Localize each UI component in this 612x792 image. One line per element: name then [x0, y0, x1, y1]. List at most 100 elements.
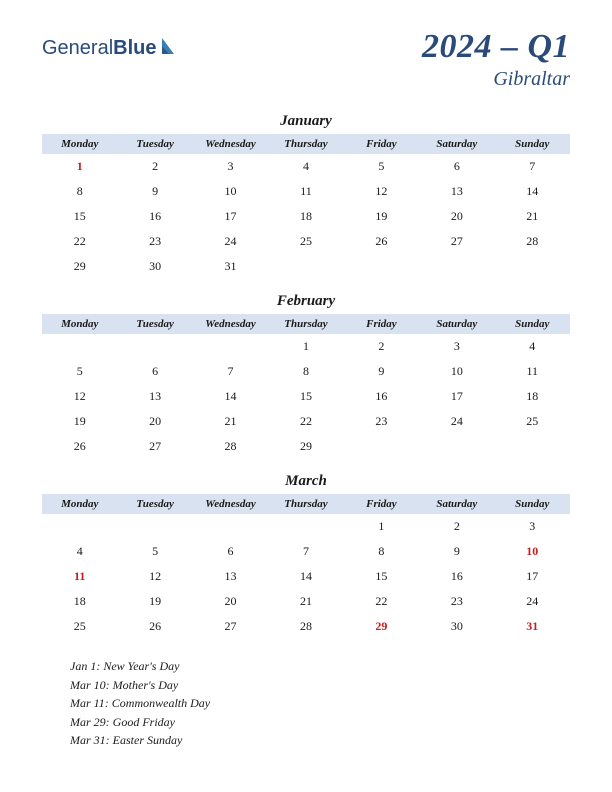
page-subtitle: Gibraltar [422, 68, 570, 91]
day-cell: 22 [42, 229, 117, 254]
day-cell: 20 [117, 409, 192, 434]
table-row: 26272829 [42, 434, 570, 459]
day-header: Sunday [495, 314, 570, 334]
holiday-list: Jan 1: New Year's DayMar 10: Mother's Da… [42, 657, 570, 750]
day-cell: 31 [495, 614, 570, 639]
day-cell: 10 [419, 359, 494, 384]
day-cell: 11 [495, 359, 570, 384]
month-name: February [42, 293, 570, 310]
table-row: 19202122232425 [42, 409, 570, 434]
day-cell: 17 [495, 564, 570, 589]
day-cell: 6 [419, 154, 494, 179]
day-cell: 4 [42, 539, 117, 564]
day-cell: 2 [117, 154, 192, 179]
day-cell: 30 [117, 254, 192, 279]
day-header: Monday [42, 314, 117, 334]
day-header: Friday [344, 494, 419, 514]
day-cell: 31 [193, 254, 268, 279]
day-cell: 15 [42, 204, 117, 229]
day-cell: 5 [344, 154, 419, 179]
day-cell: 6 [193, 539, 268, 564]
calendar-table: MondayTuesdayWednesdayThursdayFridaySatu… [42, 314, 570, 459]
holiday-item: Jan 1: New Year's Day [70, 657, 570, 676]
calendar-table: MondayTuesdayWednesdayThursdayFridaySatu… [42, 494, 570, 639]
day-cell: 16 [344, 384, 419, 409]
day-cell [117, 514, 192, 539]
day-cell: 9 [117, 179, 192, 204]
holiday-item: Mar 11: Commonwealth Day [70, 694, 570, 713]
table-row: 891011121314 [42, 179, 570, 204]
day-header: Sunday [495, 494, 570, 514]
day-header: Tuesday [117, 314, 192, 334]
day-cell: 20 [419, 204, 494, 229]
day-cell: 26 [117, 614, 192, 639]
day-cell [419, 434, 494, 459]
table-row: 25262728293031 [42, 614, 570, 639]
calendar-table: MondayTuesdayWednesdayThursdayFridaySatu… [42, 134, 570, 279]
month-block: February MondayTuesdayWednesdayThursdayFr… [42, 293, 570, 459]
day-cell: 21 [495, 204, 570, 229]
holiday-item: Mar 29: Good Friday [70, 713, 570, 732]
day-header: Tuesday [117, 134, 192, 154]
table-row: 11121314151617 [42, 564, 570, 589]
day-cell: 27 [419, 229, 494, 254]
day-cell: 18 [495, 384, 570, 409]
table-row: 12131415161718 [42, 384, 570, 409]
day-cell [268, 514, 343, 539]
day-cell [117, 334, 192, 359]
table-row: 1234 [42, 334, 570, 359]
day-header: Saturday [419, 494, 494, 514]
day-cell: 17 [193, 204, 268, 229]
day-cell: 10 [495, 539, 570, 564]
day-header: Monday [42, 134, 117, 154]
day-cell: 15 [268, 384, 343, 409]
logo-word-1: General [42, 37, 113, 59]
day-cell: 22 [344, 589, 419, 614]
day-cell: 13 [419, 179, 494, 204]
day-cell: 1 [268, 334, 343, 359]
day-cell: 29 [42, 254, 117, 279]
day-cell: 16 [117, 204, 192, 229]
day-cell: 8 [344, 539, 419, 564]
day-cell: 28 [193, 434, 268, 459]
day-cell: 25 [42, 614, 117, 639]
day-header: Wednesday [193, 134, 268, 154]
day-cell [344, 254, 419, 279]
day-cell: 17 [419, 384, 494, 409]
day-cell [419, 254, 494, 279]
day-cell: 8 [268, 359, 343, 384]
day-cell: 11 [42, 564, 117, 589]
day-cell: 6 [117, 359, 192, 384]
day-cell: 10 [193, 179, 268, 204]
day-cell: 7 [495, 154, 570, 179]
day-cell: 8 [42, 179, 117, 204]
day-cell: 3 [193, 154, 268, 179]
day-cell: 7 [268, 539, 343, 564]
title-block: 2024 – Q1 Gibraltar [422, 28, 570, 91]
day-cell: 29 [268, 434, 343, 459]
day-cell: 5 [117, 539, 192, 564]
calendar-container: JanuaryMondayTuesdayWednesdayThursdayFri… [42, 113, 570, 639]
header: GeneralBlue 2024 – Q1 Gibraltar [42, 28, 570, 91]
day-header: Wednesday [193, 494, 268, 514]
day-cell: 14 [268, 564, 343, 589]
holiday-item: Mar 10: Mother's Day [70, 676, 570, 695]
day-cell: 25 [495, 409, 570, 434]
day-cell: 29 [344, 614, 419, 639]
day-cell: 28 [495, 229, 570, 254]
table-row: 22232425262728 [42, 229, 570, 254]
day-header: Friday [344, 134, 419, 154]
day-cell [495, 434, 570, 459]
day-cell: 21 [268, 589, 343, 614]
day-header: Saturday [419, 314, 494, 334]
table-row: 1234567 [42, 154, 570, 179]
day-cell: 4 [268, 154, 343, 179]
day-cell [344, 434, 419, 459]
day-cell [42, 514, 117, 539]
day-cell: 19 [344, 204, 419, 229]
day-cell: 21 [193, 409, 268, 434]
day-cell [193, 334, 268, 359]
day-cell: 12 [344, 179, 419, 204]
day-cell: 23 [419, 589, 494, 614]
day-cell: 4 [495, 334, 570, 359]
